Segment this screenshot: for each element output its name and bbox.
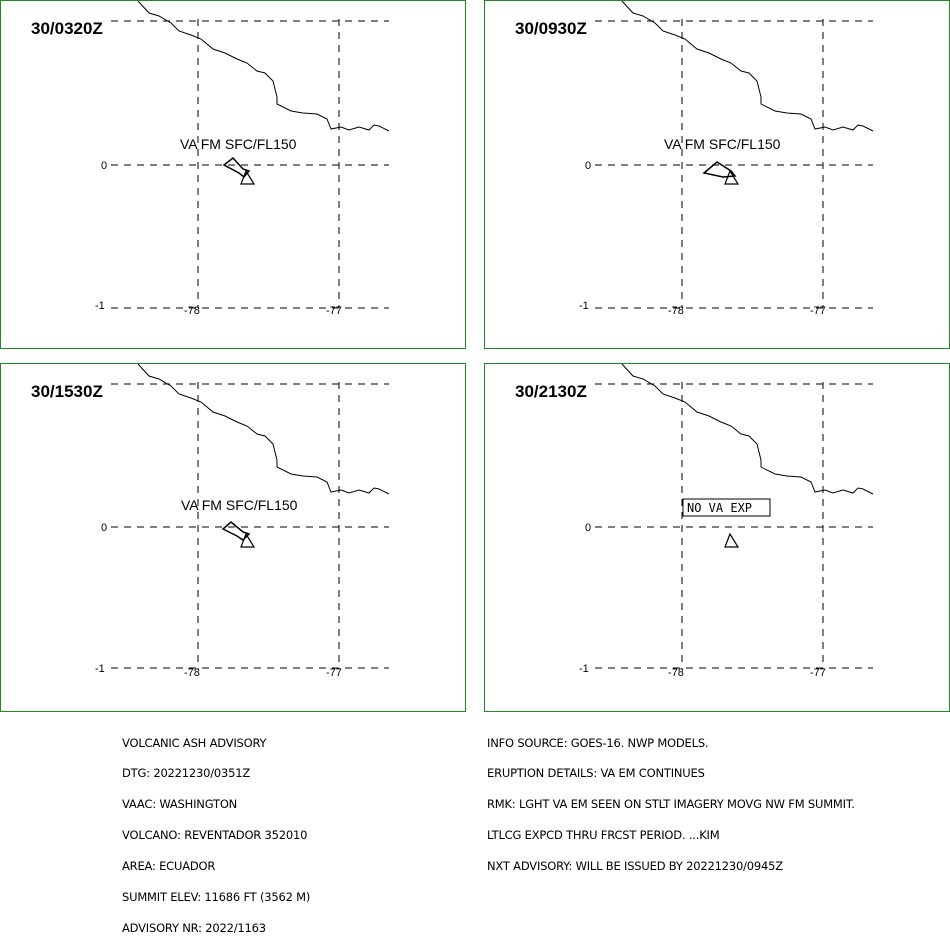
lat-tick-1: -1: [95, 663, 105, 675]
advisory-line: ERUPTION DETAILS: VA EM CONTINUES: [487, 766, 705, 781]
advisory-line: INFO SOURCE: GOES-16. NWP MODELS.: [487, 735, 709, 750]
volcano-symbol: [724, 169, 740, 185]
advisory-line: NXT ADVISORY: WILL BE ISSUED BY 20221230…: [487, 859, 783, 874]
coastline: [137, 1, 390, 132]
panel-3: VA FM SFC/FL150 0 -1 -78 -77 30/1530Z: [0, 363, 466, 712]
advisory-line: VOLCANIC ASH ADVISORY: [122, 735, 267, 750]
lon-tick-77: -77: [326, 305, 342, 317]
lon-tick-78: -78: [668, 305, 684, 317]
volcano-symbol: [724, 532, 740, 548]
lon-tick-78: -78: [184, 667, 200, 679]
advisory-line: RMK: LGHT VA EM SEEN ON STLT IMAGERY MOV…: [487, 797, 855, 812]
panel-time: 30/1530Z: [31, 382, 103, 401]
lon-tick-77: -77: [326, 667, 342, 679]
volcano-symbol: [240, 169, 256, 185]
lat-tick-1: -1: [579, 300, 589, 312]
volcano-symbol: [240, 532, 256, 548]
ash-cloud-label: VA FM SFC/FL150: [181, 497, 298, 513]
advisory-line: LTLCG EXPCD THRU FRCST PERIOD. ...KIM: [487, 828, 720, 843]
advisory-line: DTG: 20221230/0351Z: [122, 766, 251, 781]
panel-time: 30/0930Z: [515, 19, 587, 38]
no-va-label: NO VA EXP: [687, 501, 752, 515]
graticule: [595, 382, 873, 669]
no-va-box: [682, 498, 771, 517]
advisory-line: SUMMIT ELEV: 11686 FT (3562 M): [122, 890, 311, 905]
panel-time: 30/2130Z: [515, 382, 587, 401]
map-svg: VA FM SFC/FL150 0 -1 -78 -77: [95, 364, 390, 679]
advisory-line: VOLCANO: REVENTADOR 352010: [122, 828, 308, 843]
lon-tick-77: -77: [810, 305, 826, 317]
lat-tick-0: 0: [585, 522, 591, 534]
lat-tick-0: 0: [101, 160, 107, 172]
ash-cloud-polygon: [222, 156, 251, 179]
lon-tick-78: -78: [184, 305, 200, 317]
lat-tick-1: -1: [95, 300, 105, 312]
map-svg: VA FM SFC/FL150 0 -1 -78 -77: [95, 1, 390, 317]
panel-2: VA FM SFC/FL150 0 -1 -78 -77 30/0930Z: [484, 0, 950, 349]
ash-cloud-label: VA FM SFC/FL150: [664, 136, 781, 152]
advisory-line: ADVISORY NR: 2022/1163: [122, 920, 266, 935]
advisory-line: VAAC: WASHINGTON: [122, 797, 238, 812]
advisory-left-block: VOLCANIC ASH ADVISORY DTG: 20221230/0351…: [122, 717, 310, 944]
panel-1: VA FM SFC/FL150 0 -1 -78 -77 30/0320Z: [0, 0, 466, 349]
panel-4: NO VA EXP 0 -1 -78 -77 30/2130Z: [484, 363, 950, 712]
ash-cloud-polygon: [702, 161, 737, 178]
ash-cloud-label: VA FM SFC/FL150: [180, 136, 297, 152]
map-svg: VA FM SFC/FL150 0 -1 -78 -77: [579, 1, 874, 317]
ash-cloud-polygon: [221, 521, 251, 541]
lat-tick-0: 0: [585, 160, 591, 172]
coastline: [137, 364, 390, 495]
coastline: [621, 1, 874, 132]
map-svg: NO VA EXP 0 -1 -78 -77: [579, 364, 874, 679]
advisory-line: AREA: ECUADOR: [122, 859, 216, 874]
panel-time: 30/0320Z: [31, 19, 103, 38]
graticule: [111, 19, 389, 309]
lat-tick-0: 0: [101, 522, 107, 534]
advisory-right-block: INFO SOURCE: GOES-16. NWP MODELS. ERUPTI…: [487, 717, 855, 882]
lon-tick-77: -77: [810, 667, 826, 679]
graticule: [595, 19, 873, 309]
coastline: [621, 364, 874, 495]
lat-tick-1: -1: [579, 663, 589, 675]
graticule: [111, 382, 389, 669]
lon-tick-78: -78: [668, 667, 684, 679]
